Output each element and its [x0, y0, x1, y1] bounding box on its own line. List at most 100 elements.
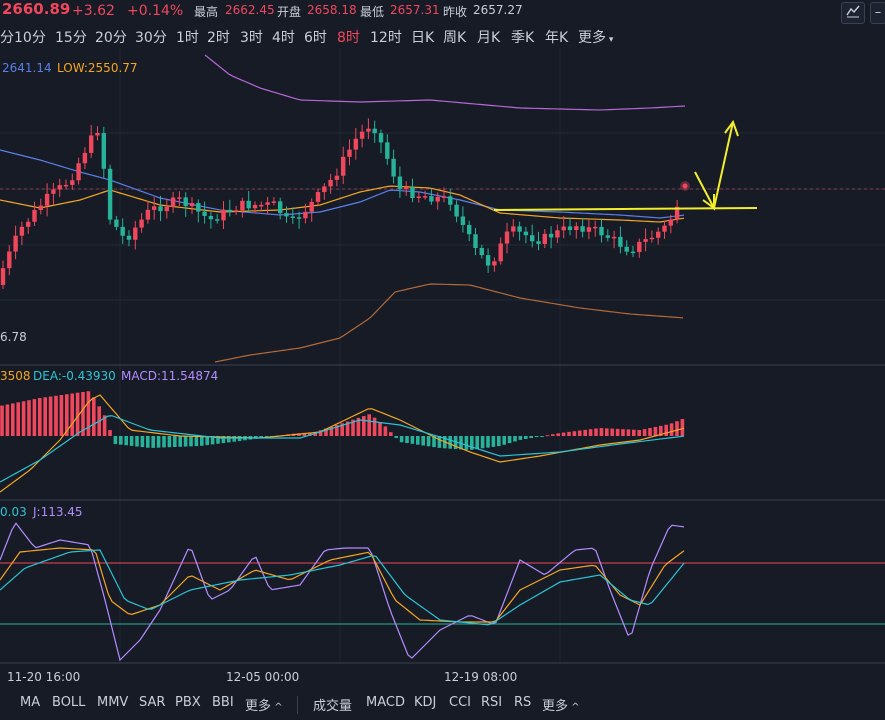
- candle-body: [57, 185, 62, 190]
- tf-12h[interactable]: 12时: [370, 30, 402, 46]
- macd-bar: [48, 396, 53, 436]
- tf-10m[interactable]: 10分: [14, 30, 46, 46]
- macd-bar: [491, 436, 496, 447]
- ind-rsi[interactable]: RSI: [481, 695, 503, 710]
- candle-body: [133, 227, 138, 240]
- chart-settings-icon[interactable]: [841, 2, 865, 24]
- candle-body: [63, 184, 69, 187]
- macd-bar: [399, 436, 404, 443]
- tf-more-label: 更多: [578, 30, 606, 46]
- candle-body: [32, 209, 37, 222]
- candle-body: [44, 193, 50, 206]
- macd-bar: [421, 436, 425, 446]
- macd-bar: [356, 417, 361, 436]
- candle-body: [278, 201, 283, 214]
- ind-mmv[interactable]: MMV: [97, 695, 129, 710]
- candle-body: [643, 239, 648, 242]
- candle-body: [271, 201, 277, 203]
- tf-month[interactable]: 月K: [477, 30, 501, 46]
- macd-bar: [405, 436, 409, 444]
- ind-macd[interactable]: MACD: [366, 695, 405, 710]
- candle-body: [605, 235, 610, 238]
- tf-6h[interactable]: 6时: [304, 30, 327, 46]
- tf-year[interactable]: 年K: [545, 30, 569, 46]
- candle-body: [0, 268, 6, 285]
- tf-30m[interactable]: 30分: [135, 30, 167, 46]
- candle-body: [252, 204, 258, 209]
- candle-body: [208, 215, 214, 220]
- candle-body: [637, 241, 642, 253]
- candle-body: [378, 133, 384, 143]
- chart-grid: [0, 48, 885, 663]
- macd-bar: [642, 429, 647, 436]
- ind-sar[interactable]: SAR: [139, 695, 166, 710]
- macd-bar: [227, 436, 231, 443]
- candlesticks: [0, 118, 680, 289]
- macd-bar: [0, 405, 4, 436]
- tf-1h[interactable]: 1时: [176, 30, 199, 46]
- macd-bar: [318, 430, 323, 436]
- candle-body: [7, 251, 12, 269]
- macd-bar: [410, 436, 415, 444]
- candle-body: [498, 243, 503, 262]
- ind-pbx[interactable]: PBX: [175, 695, 201, 710]
- tf-day[interactable]: 日K: [411, 30, 435, 46]
- candle-body: [284, 213, 289, 217]
- candle-body: [353, 138, 358, 150]
- candle-body: [567, 226, 573, 231]
- macd-bar: [378, 422, 382, 436]
- ind-main-more[interactable]: 更多 ^: [245, 695, 283, 714]
- ind-cci[interactable]: CCI: [449, 695, 471, 710]
- candle-body: [114, 219, 119, 227]
- ma-blue-line: [0, 149, 685, 219]
- macd-bar: [146, 436, 150, 448]
- tf-4h[interactable]: 4时: [272, 30, 295, 46]
- macd-bar: [351, 419, 355, 436]
- ind-rs[interactable]: RS: [514, 695, 532, 710]
- candle-body: [347, 149, 352, 157]
- candle-body: [158, 206, 163, 212]
- macd-bar: [486, 436, 490, 448]
- macd-bar: [637, 429, 641, 436]
- candle-body: [555, 230, 560, 238]
- ind-bbi[interactable]: BBI: [212, 695, 234, 710]
- tf-15m[interactable]: 15分: [55, 30, 87, 46]
- ind-sub-more[interactable]: 更多 ^: [542, 695, 580, 714]
- macd-bar: [416, 436, 420, 445]
- tf-20m[interactable]: 20分: [95, 30, 127, 46]
- support-trendline[interactable]: [493, 207, 758, 211]
- ind-ma[interactable]: MA: [20, 695, 41, 710]
- candle-body: [227, 209, 232, 212]
- candle-body: [460, 216, 466, 225]
- macd-bar: [507, 436, 512, 444]
- tf-3h[interactable]: 3时: [240, 30, 263, 46]
- kdj-j-value: J:113.45: [32, 505, 83, 519]
- chart-canvas[interactable]: 2641.14 LOW:2550.77 6.78 3508 DEA:-0.439…: [0, 48, 885, 688]
- macd-bar: [102, 415, 107, 436]
- candle-body: [630, 251, 636, 254]
- tf-week[interactable]: 周K: [443, 30, 467, 46]
- ind-kdj[interactable]: KDJ: [414, 695, 437, 710]
- macd-bar: [38, 398, 42, 436]
- candle-body: [315, 192, 321, 202]
- candle-body: [448, 196, 453, 205]
- candle-body: [593, 226, 598, 229]
- tf-8h[interactable]: 8时: [337, 30, 360, 46]
- tf-quarter[interactable]: 季K: [511, 30, 535, 46]
- macd-bar: [167, 436, 172, 448]
- tf-more[interactable]: 更多 ▾: [578, 27, 613, 47]
- macd-bar: [162, 436, 166, 448]
- ind-boll[interactable]: BOLL: [52, 695, 86, 710]
- candle-body: [410, 187, 415, 199]
- macd-bar: [567, 431, 571, 436]
- tf-1m[interactable]: 分: [0, 30, 14, 46]
- macd-bar: [16, 402, 20, 436]
- minus-icon[interactable]: –: [870, 2, 885, 24]
- kdj-d-value: 0.03: [0, 505, 27, 519]
- arrow-head-up: [724, 119, 739, 137]
- macd-bar: [113, 436, 118, 445]
- ind-volume[interactable]: 成交量: [313, 699, 353, 714]
- candle-body: [523, 231, 529, 236]
- candle-body: [656, 231, 661, 238]
- tf-2h[interactable]: 2时: [207, 30, 230, 46]
